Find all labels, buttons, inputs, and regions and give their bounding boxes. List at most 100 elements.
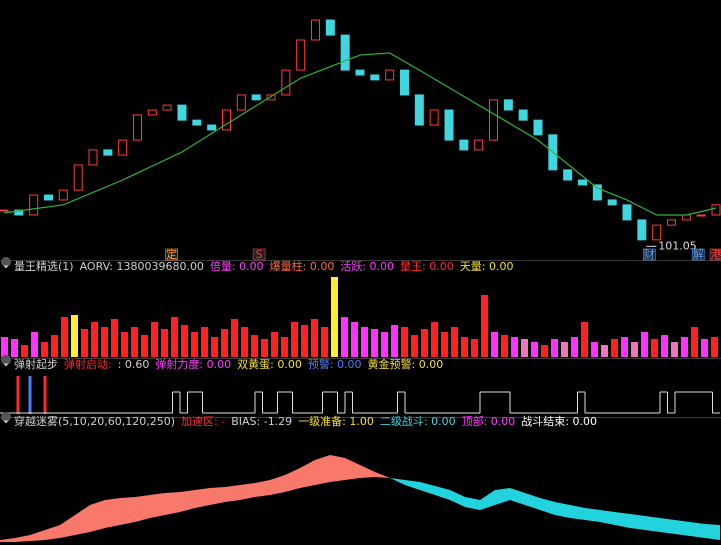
volume-bar [61,317,68,357]
trend-band [0,455,390,542]
candle [578,179,587,186]
volume-bar [271,332,278,357]
candle [503,99,513,111]
volume-bar [161,329,168,357]
candle [563,169,573,181]
volume-bar [131,327,138,357]
header-text: 穿越迷雾(5,10,20,60,120,250) [14,414,175,428]
volume-bar [391,325,398,357]
volume-bar [461,337,468,357]
volume-bar [371,329,378,357]
candle [444,109,454,141]
volume-bar [191,332,198,357]
header-text: 量王精选(1) [14,260,74,273]
candle [103,149,113,156]
header-text: 预警: 0.00 [308,357,362,371]
volume-bar [661,335,668,357]
volume-bar [601,345,608,357]
header-text: 弹射力度: 0.00 [155,357,231,371]
header-text: 二级战斗: 0.00 [380,415,456,428]
volume-bar [301,325,308,357]
candle [296,39,306,71]
volume-bar [21,345,28,357]
volume-bar [571,337,578,357]
candle [192,119,202,126]
annotation-box [642,248,656,261]
annotation-box [165,248,178,261]
candle [118,139,128,156]
volume-bar [671,342,678,357]
volume-bar [341,317,348,357]
volume-bar [41,342,48,357]
header-text: : 0.60 [118,358,150,371]
volume-bar [561,342,568,357]
candle [711,204,721,216]
volume-bar [171,317,178,357]
volume-bar [691,327,698,357]
header-text: 天量: 0.00 [460,260,514,273]
volume-bar [501,335,508,357]
header-text: 爆量柱: 0.00 [270,259,335,273]
volume-bar [611,339,618,357]
volume-bar [581,322,588,357]
volume-bar [441,332,448,357]
volume-bar [241,327,248,357]
collapse-arrow [3,363,9,367]
candle [385,69,395,81]
volume-bar [211,337,218,357]
volume-bar [311,319,318,357]
volume-bar [221,329,228,357]
collapse-icon [1,257,11,267]
volume-bar [631,342,638,357]
volume-bar [591,342,598,357]
collapse-arrow [3,265,9,269]
volume-bar [381,332,388,357]
volume-bar [511,337,518,357]
volume-bar [151,322,158,357]
candle [489,99,498,141]
volume-bar [551,339,558,357]
volume-bar [321,327,328,357]
candle [311,19,320,41]
candle [592,184,602,201]
candle [44,194,53,201]
header-text: 倍量: 0.00 [210,259,264,273]
volume-bar [141,335,148,357]
volume-bar [711,337,718,357]
candle [29,194,39,216]
volume-bar [91,322,98,357]
candle [236,94,246,111]
collapse-arrow [3,420,9,424]
annotation-box [709,248,721,261]
candle [607,199,617,206]
header-text: AORV: 1380039680.00 [80,260,204,273]
low-label: 101.05 [658,239,697,252]
candle [88,149,98,166]
annotation-box [252,248,266,261]
candle [696,214,706,217]
volume-bar [71,315,78,357]
candle [667,219,676,226]
volume-bar [471,339,478,357]
header-text: 战斗结束: 0.00 [521,415,597,428]
volume-bar [251,335,258,357]
annotation: 港 [711,248,721,261]
candle [281,69,291,96]
candle [370,74,380,81]
volume-bar [11,339,18,357]
candle [340,34,350,71]
candle [73,164,83,191]
candle [652,224,662,241]
trend-band [390,478,720,540]
volume-bar [331,277,338,357]
volume-bar [431,322,438,357]
volume-bar [481,295,488,357]
volume-bar [411,335,418,357]
candle [355,69,365,76]
volume-bar [291,322,298,357]
header-text: 顶部: 0.00 [462,414,516,428]
volume-bar [421,329,428,357]
volume-bar [681,337,688,357]
candle [400,69,409,96]
